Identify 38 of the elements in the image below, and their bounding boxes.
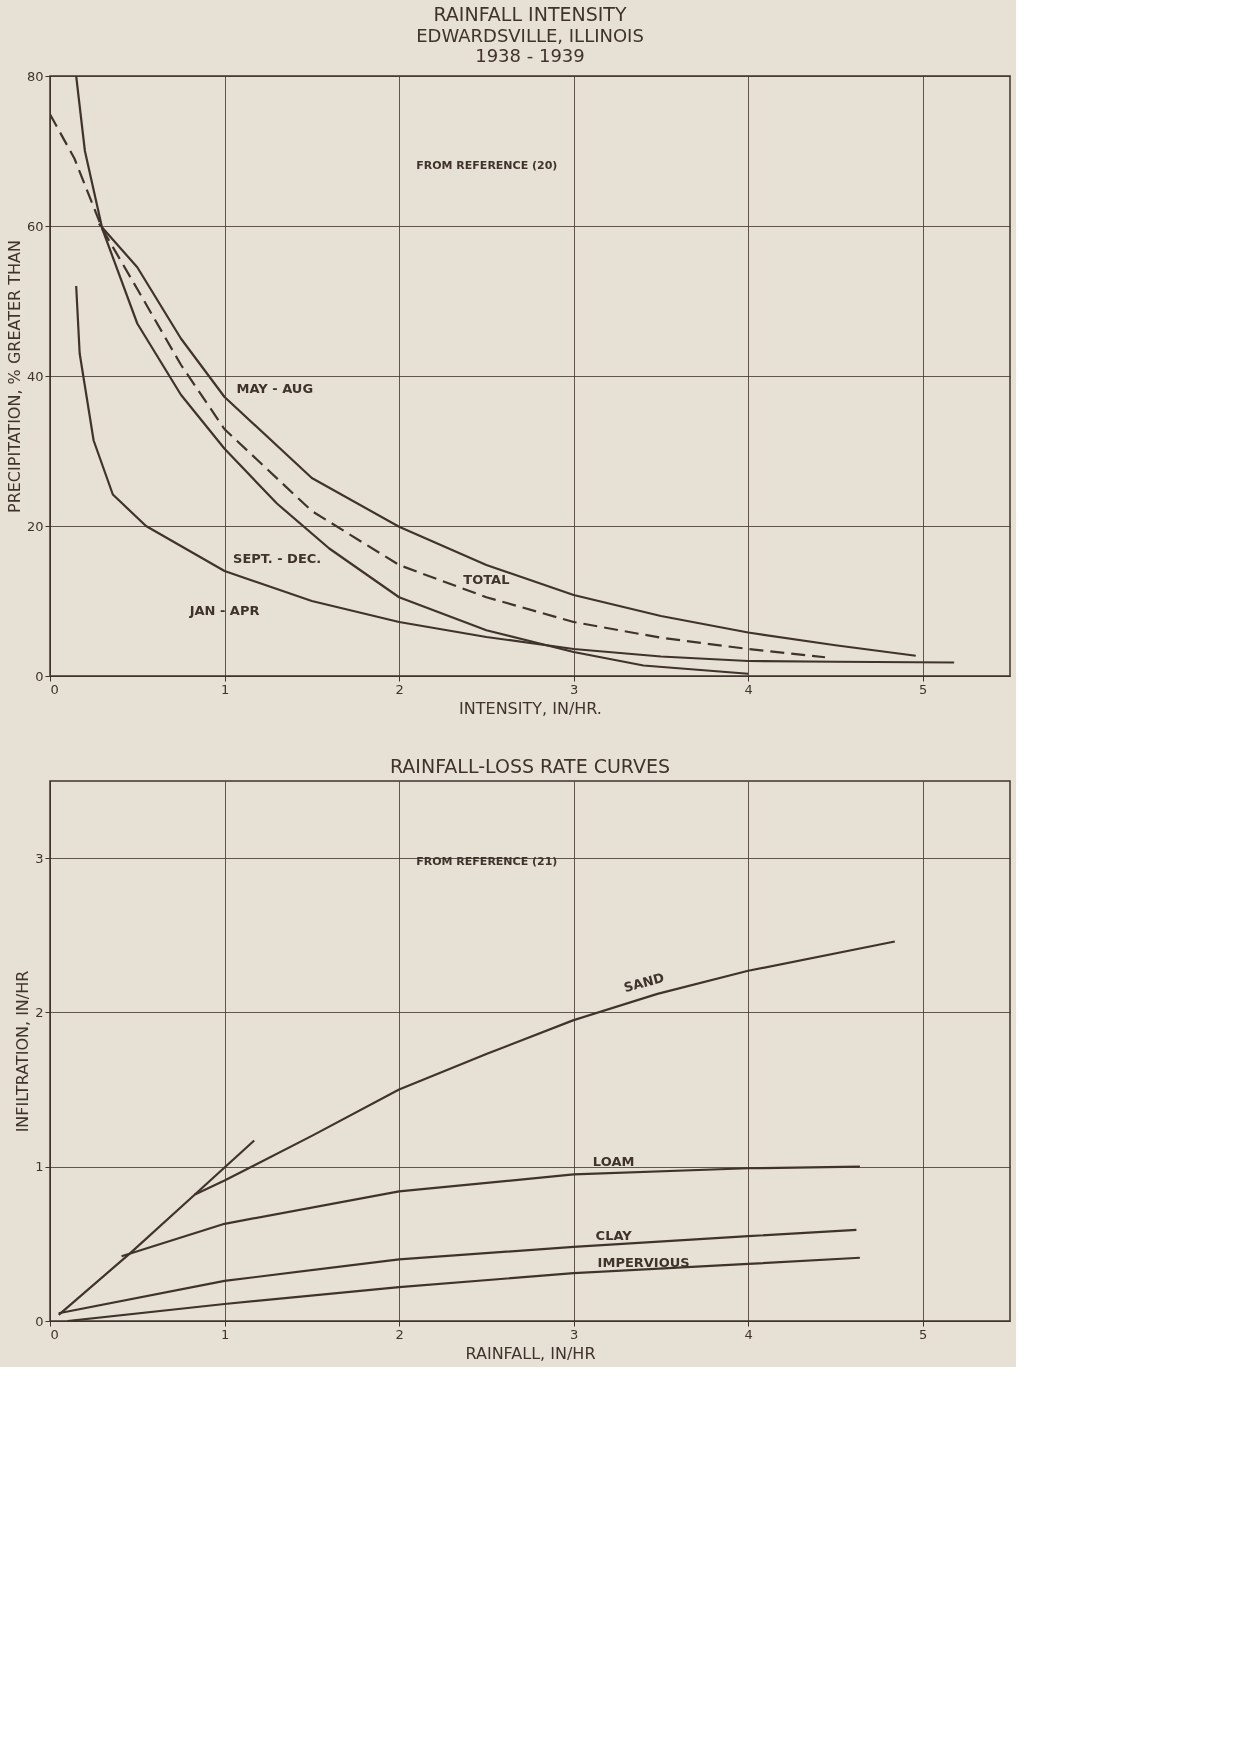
chart-title: RAINFALL-LOSS RATE CURVES xyxy=(389,755,671,777)
y-tick-label: 3 xyxy=(35,850,44,866)
x-axis-title: INTENSITY, IN/HR. xyxy=(459,698,602,718)
y-tick-label: 2 xyxy=(35,1004,44,1020)
x-tick-label: 3 xyxy=(570,681,579,697)
x-tick-label: 1 xyxy=(220,1326,230,1342)
x-tick-label: 2 xyxy=(395,1326,404,1342)
x-axis-title: RAINFALL, IN/HR xyxy=(465,1343,596,1363)
y-tick-label: 0 xyxy=(35,668,44,684)
x-tick-label: 3 xyxy=(570,1326,579,1342)
y-tick-label: 20 xyxy=(26,518,44,534)
x-tick-label: 0 xyxy=(50,681,59,697)
chart-subtitle: EDWARDSVILLE, ILLINOIS 1938 - 1939 xyxy=(416,25,644,66)
y-axis-title: PRECIPITATION, % GREATER THAN xyxy=(4,239,24,514)
series-label: IMPERVIOUS xyxy=(597,1255,690,1271)
y-axis-title: INFILTRATION, IN/HR xyxy=(13,970,33,1133)
series-label: TOTAL xyxy=(463,572,510,588)
y-tick-label: 0 xyxy=(35,1313,44,1329)
series-label: MAY - AUG xyxy=(236,381,314,396)
chart-title: RAINFALL INTENSITY xyxy=(433,3,627,25)
x-tick-label: 0 xyxy=(50,1326,59,1342)
x-tick-label: 4 xyxy=(744,1326,753,1342)
x-tick-label: 5 xyxy=(919,681,928,697)
x-tick-label: 2 xyxy=(395,681,404,697)
y-tick-label: 60 xyxy=(26,218,44,234)
text: SAND xyxy=(622,969,666,996)
x-tick-label: 5 xyxy=(919,1326,928,1342)
series-label: LOAM xyxy=(592,1154,635,1170)
series-label: JAN - APR xyxy=(188,603,260,618)
annotation: FROM REFERENCE (20) xyxy=(416,159,558,172)
x-tick-label: 4 xyxy=(744,681,753,697)
series-label: CLAY xyxy=(595,1227,633,1243)
x-tick-label: 1 xyxy=(220,681,230,697)
series-label: SEPT. - DEC. xyxy=(233,550,322,566)
annotation: FROM REFERENCE (21) xyxy=(416,855,558,868)
y-tick-label: 1 xyxy=(35,1159,44,1175)
y-tick-label: 40 xyxy=(26,368,44,384)
y-tick-label: 80 xyxy=(26,68,44,84)
